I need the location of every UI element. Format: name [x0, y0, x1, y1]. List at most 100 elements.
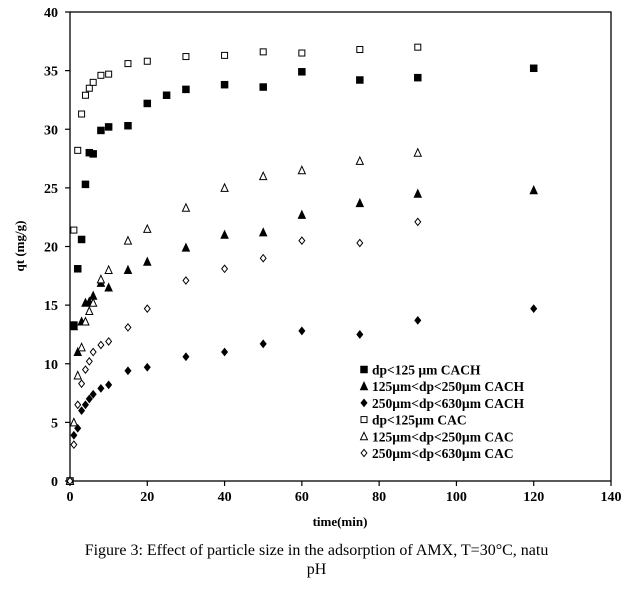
x-tick-label: 80 — [372, 490, 386, 505]
data-point — [124, 60, 132, 68]
legend-marker — [360, 365, 368, 374]
data-point — [259, 339, 267, 349]
data-point — [143, 57, 151, 65]
data-point — [70, 440, 78, 450]
legend-item: 125µm<dp<250µm CACH — [359, 379, 525, 394]
data-point — [74, 400, 82, 410]
data-point — [77, 342, 86, 352]
legend-item: dp<125µm CAC — [360, 413, 467, 428]
data-point — [143, 99, 152, 108]
legend-label: dp<125 µm CACH — [372, 363, 481, 378]
data-point — [258, 170, 268, 181]
series-3 — [66, 304, 538, 486]
data-point — [104, 123, 113, 131]
legend-item: 125µm<dp<250µm CAC — [359, 429, 514, 444]
plot-area — [69, 11, 612, 482]
data-point — [221, 347, 229, 357]
data-point — [74, 423, 82, 433]
data-point — [143, 223, 152, 233]
data-point — [73, 370, 83, 380]
data-point — [97, 340, 105, 350]
data-point — [78, 406, 86, 416]
data-point — [414, 43, 422, 51]
data-point — [104, 264, 113, 274]
data-point — [123, 235, 133, 245]
x-tick-label: 60 — [295, 490, 309, 505]
data-point — [414, 217, 422, 227]
data-point — [356, 330, 364, 339]
data-point — [70, 226, 78, 234]
legend-item: 250µm<dp<630µm CACH — [360, 396, 525, 411]
x-tick-label: 0 — [67, 490, 74, 505]
legend-marker — [360, 398, 368, 408]
legend-marker — [360, 448, 368, 458]
legend-marker — [360, 416, 368, 424]
data-point — [81, 316, 90, 326]
data-point — [143, 362, 151, 372]
data-point — [162, 91, 171, 99]
legend-marker — [359, 381, 369, 391]
data-point — [143, 304, 151, 314]
series-1 — [66, 64, 538, 485]
y-tick-label: 20 — [44, 241, 58, 256]
data-point — [220, 229, 229, 239]
y-tick-label: 25 — [44, 182, 58, 197]
legend-label: 125µm<dp<250µm CAC — [372, 429, 514, 444]
data-points — [65, 43, 538, 486]
x-tick-label: 40 — [218, 490, 232, 505]
data-point — [85, 394, 93, 404]
y-tick-label: 40 — [44, 6, 58, 21]
series-6 — [66, 217, 422, 486]
data-point — [85, 357, 93, 366]
legend-label: 250µm<dp<630µm CACH — [372, 396, 525, 411]
data-point — [85, 305, 94, 315]
legend-label: 250µm<dp<630µm CAC — [372, 446, 514, 461]
x-tick-label: 140 — [601, 490, 622, 505]
legend-item: dp<125 µm CACH — [360, 363, 481, 378]
data-point — [74, 146, 82, 154]
data-point — [413, 188, 423, 198]
data-point — [89, 389, 97, 399]
data-point — [259, 253, 267, 263]
data-point — [414, 73, 422, 82]
data-point — [413, 147, 423, 157]
data-point — [81, 365, 89, 375]
data-point — [298, 49, 306, 57]
data-point — [124, 323, 132, 332]
data-point — [78, 110, 86, 118]
data-point — [259, 48, 267, 56]
x-axis-label: time(min) — [313, 514, 368, 529]
data-point — [69, 321, 79, 331]
x-tick-label: 20 — [140, 490, 154, 505]
data-point — [104, 282, 113, 292]
legend-label: dp<125µm CAC — [372, 413, 467, 428]
data-point — [220, 182, 229, 192]
data-point — [298, 236, 306, 246]
data-point — [182, 276, 190, 285]
data-point — [73, 265, 82, 273]
data-point — [89, 78, 97, 86]
data-point — [70, 430, 78, 440]
data-point — [85, 84, 93, 92]
data-point — [81, 91, 89, 99]
data-point — [124, 121, 132, 130]
data-point — [355, 155, 365, 165]
data-point — [529, 185, 538, 195]
x-axis-ticks: 0 20 40 60 80 100 120 140 — [67, 481, 622, 505]
data-point — [182, 352, 190, 362]
data-point — [123, 264, 133, 274]
data-point — [66, 476, 74, 486]
data-point — [96, 274, 106, 284]
legend-item: 250µm<dp<630µm CAC — [360, 446, 514, 461]
y-tick-label: 15 — [44, 299, 58, 314]
data-point — [356, 238, 364, 248]
data-point — [298, 326, 306, 336]
x-tick-label: 120 — [523, 490, 544, 505]
data-point — [221, 264, 229, 274]
data-point — [182, 85, 190, 94]
data-point — [181, 202, 191, 212]
data-point — [356, 46, 364, 54]
y-tick-label: 0 — [51, 475, 58, 490]
data-point — [355, 197, 365, 208]
data-point — [297, 209, 307, 219]
